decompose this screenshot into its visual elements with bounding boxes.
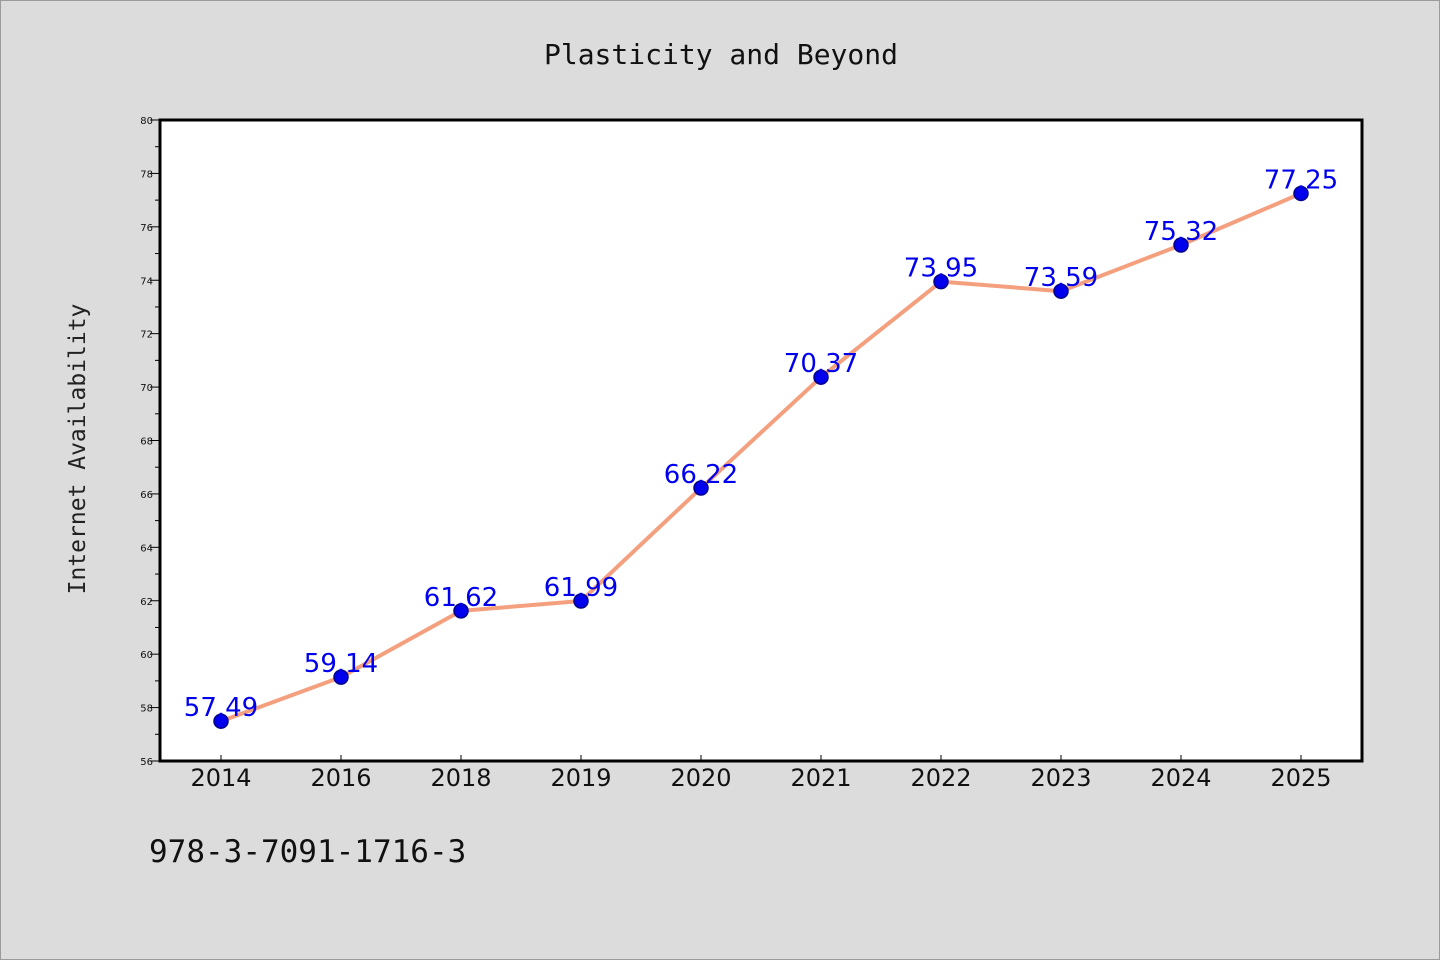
- series-line: [219, 191, 1303, 724]
- y-tick-label: 60: [140, 650, 153, 661]
- data-label: 59.14: [304, 649, 378, 679]
- data-point: [1053, 283, 1069, 299]
- footer-code: 978-3-7091-1716-3: [149, 834, 467, 870]
- y-axis-ticks: 56 58 60 62 64 66 68 70 72 74 76 78 80: [140, 116, 160, 768]
- y-tick-label: 76: [140, 223, 153, 234]
- x-tick-label: 2024: [1150, 764, 1211, 792]
- x-tick-label: 2020: [670, 764, 731, 792]
- data-point: [333, 669, 349, 685]
- data-label: 61.99: [544, 573, 618, 603]
- data-point: [453, 603, 469, 619]
- y-tick-label: 56: [140, 757, 153, 768]
- data-label: 61.62: [424, 583, 498, 613]
- data-point: [1173, 237, 1189, 253]
- data-label: 73.59: [1024, 263, 1098, 293]
- y-tick-label: 64: [140, 543, 153, 554]
- x-tick-label: 2023: [1030, 764, 1091, 792]
- y-tick-label: 70: [140, 383, 153, 394]
- x-tick-label: 2022: [910, 764, 971, 792]
- data-point: [573, 593, 589, 609]
- data-point: [933, 273, 949, 290]
- y-tick-label: 62: [140, 597, 153, 608]
- data-point: [813, 369, 829, 385]
- data-point: [1293, 185, 1309, 202]
- y-tick-label: 68: [140, 437, 153, 448]
- data-label: 73.95: [904, 254, 978, 284]
- y-tick-label: 74: [140, 276, 153, 287]
- x-tick-label: 2019: [550, 764, 611, 792]
- data-label: 75.32: [1144, 217, 1218, 247]
- x-axis-ticks: 2014 2016 2018 2019 2020 2021 2022 2023 2024 2025: [190, 755, 1332, 792]
- y-tick-label: 66: [140, 490, 153, 501]
- data-labels: 57.49 59.14 61.62 61.99 66.22 70.37 73.95 73.59…: [184, 165, 1338, 723]
- chart-title: Plasticity and Beyond: [544, 38, 898, 71]
- y-tick-label: 72: [140, 330, 153, 341]
- data-point: [693, 480, 709, 496]
- data-label: 57.49: [184, 693, 258, 723]
- plot-area: [158, 118, 1364, 763]
- y-axis-label: Internet Availability: [65, 304, 91, 595]
- x-tick-label: 2025: [1270, 764, 1331, 792]
- y-tick-label: 80: [140, 116, 153, 127]
- data-label: 77.25: [1264, 165, 1338, 195]
- x-tick-label: 2016: [310, 764, 371, 792]
- data-point: [213, 713, 229, 729]
- y-tick-label: 78: [140, 169, 153, 180]
- data-points: [213, 185, 1309, 729]
- x-tick-label: 2014: [190, 764, 251, 792]
- data-label: 70.37: [784, 349, 858, 379]
- data-label: 66.22: [664, 460, 738, 490]
- x-tick-label: 2018: [430, 764, 491, 792]
- y-tick-label: 58: [140, 704, 153, 715]
- x-tick-label: 2021: [790, 764, 851, 792]
